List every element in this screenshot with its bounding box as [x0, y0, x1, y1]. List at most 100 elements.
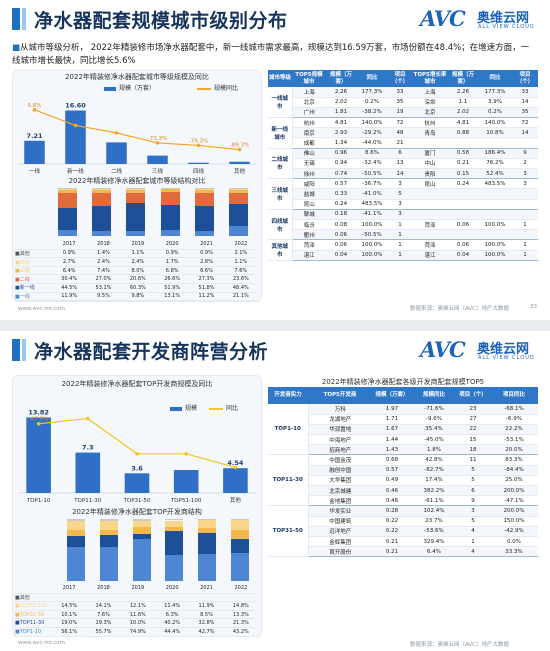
table-cell: 5: [456, 475, 490, 485]
table-cell: 1: [512, 240, 538, 250]
stack-segment: [92, 189, 111, 190]
stack-segment: [195, 190, 214, 193]
series-label: ■新一线: [14, 284, 52, 293]
table-cell: 60.3%: [121, 284, 155, 293]
table-cell: [189, 593, 223, 602]
series-label: ■一线: [14, 292, 52, 301]
table-cell: 0.57: [326, 179, 356, 189]
table-cell: 6.4%: [412, 547, 456, 557]
table-cell: 102.4%: [412, 506, 456, 516]
table-cell: 27.0%: [86, 275, 120, 284]
table-cell: 2.26: [326, 87, 356, 97]
table-cell: 48.4%: [224, 284, 258, 293]
table-cell: 1.44: [372, 435, 412, 445]
stack-segment: [67, 530, 85, 536]
yoy-point: [184, 452, 188, 456]
stack-segment: [133, 521, 151, 528]
stack-chart: [60, 519, 256, 581]
table-cell: -42.9%: [490, 526, 538, 536]
stack-segment: [165, 521, 183, 528]
table-cell: 菏泽: [292, 240, 326, 250]
table-cell: 0.18: [326, 209, 356, 219]
table-cell: 成都: [292, 138, 326, 148]
table-cell: 26.6%: [155, 275, 189, 284]
table-cell: 177.3%: [356, 87, 388, 97]
bar-chart-title: 2022年精装修净水器配套TOP开发商规模及同比: [12, 379, 262, 389]
year-label: 2020: [155, 583, 189, 593]
table-cell: 0.2%: [356, 97, 388, 107]
avc-logo: AVC 奥维云网 ALL VIEW CLOUD: [420, 6, 538, 34]
table-cell: 22.2%: [490, 424, 538, 434]
stack-column: [58, 188, 77, 236]
table-cell: 140.0%: [356, 118, 388, 128]
table-cell: 1.1: [448, 97, 478, 107]
category-label: 二线: [111, 167, 123, 175]
table-cell: 0.49: [372, 475, 412, 485]
stack-segment: [100, 547, 118, 581]
table-cell: 11.4%: [155, 602, 189, 611]
year-label: 2022: [224, 583, 258, 593]
yoy-label: 5.6%: [28, 103, 42, 109]
table-cell: 1.71: [372, 414, 412, 424]
table-cell: 0.57: [372, 465, 412, 475]
table-cell: 厦门: [412, 148, 448, 158]
table-cell: 4.81: [448, 118, 478, 128]
stack-segment: [161, 230, 180, 236]
slide-separator: [0, 320, 550, 331]
table-cell: 14.1%: [86, 602, 120, 611]
series-label: ■TOP51-100: [14, 602, 52, 611]
stack-segment: [161, 192, 180, 205]
table-cell: 3: [388, 179, 412, 189]
table-cell: [412, 230, 448, 240]
table-cell: 0.46: [372, 486, 412, 496]
column-header: TOP5规模城市: [292, 70, 326, 87]
table-cell: 200.0%: [490, 506, 538, 516]
summary-text: 从城市等级分析， 2022年精装修市场净水器配套中，新一线城市需求最高，规模达到…: [12, 43, 529, 66]
table-cell: 3: [388, 209, 412, 219]
table-cell: 9: [456, 496, 490, 506]
table-cell: 0.96: [326, 148, 356, 158]
table-cell: 盐城: [292, 189, 326, 199]
stack-segment: [100, 519, 118, 521]
table-cell: 140.0%: [478, 118, 512, 128]
stack-segment: [161, 188, 180, 189]
category-label: 其他: [230, 496, 242, 504]
stack-segment: [58, 208, 77, 230]
table-cell: -47.1%: [490, 496, 538, 506]
stack-segment: [231, 520, 249, 530]
table-cell: 100.0%: [478, 219, 512, 229]
table-cell: 中海地产: [308, 435, 372, 445]
table-cell: 中国建筑: [308, 516, 372, 526]
table-cell: 15: [456, 435, 490, 445]
year-label: 2017: [52, 239, 86, 249]
table-cell: 0.21: [372, 536, 412, 546]
page-title: 净水器配套开发商阵营分析: [34, 337, 268, 364]
legend-line-label: 规模同比: [214, 85, 238, 92]
table-cell: [224, 593, 258, 602]
column-header: 项目（个）: [512, 70, 538, 87]
stack-segment: [161, 189, 180, 192]
slide-city-tier: 净水器配套规模城市级别分布 AVC 奥维云网 ALL VIEW CLOUD ■从…: [0, 0, 550, 320]
column-header: 城市等级: [268, 70, 292, 87]
table-cell: 0.24: [326, 199, 356, 209]
table-cell: 11.9%: [189, 602, 223, 611]
table-cell: 0.68: [372, 455, 412, 465]
series-label: ■三线: [14, 266, 52, 275]
table-cell: 1.4%: [86, 249, 120, 258]
table-cell: [512, 189, 538, 199]
table-corner: [14, 239, 52, 249]
table-cell: 6: [388, 148, 412, 158]
table-cell: 2: [512, 158, 538, 168]
table-cell: 菏泽: [412, 219, 448, 229]
table-cell: 52.4%: [478, 169, 512, 179]
stack-segment: [229, 226, 248, 236]
table-cell: 0.28: [372, 506, 412, 516]
title-accent-bar-light: [22, 339, 26, 361]
stack-segment: [231, 519, 249, 520]
